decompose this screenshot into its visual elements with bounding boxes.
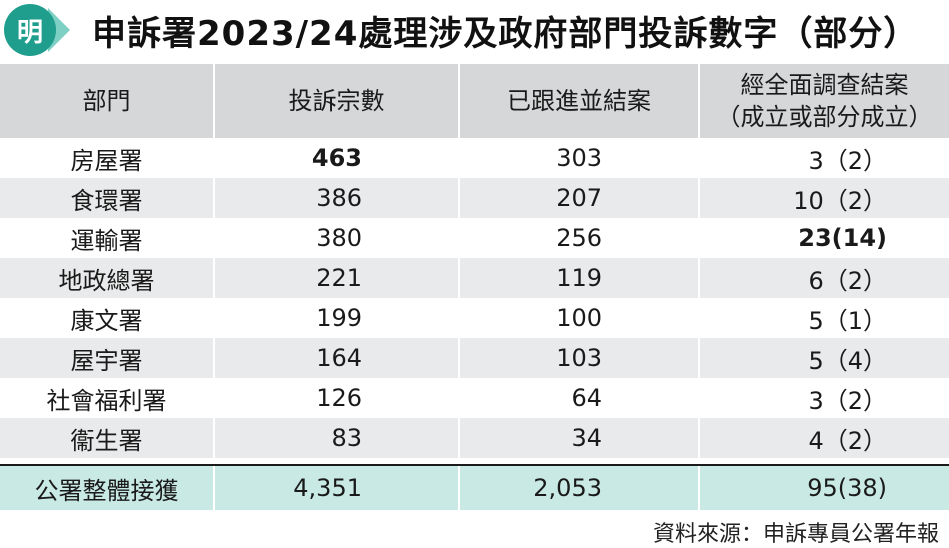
cell-closed: 34 — [460, 418, 700, 458]
cell-investigated: 6（2） — [808, 266, 887, 295]
complaints-table: 部門 投訴宗數 已跟進並結案 經全面調查結案 （成立或部分成立） 房屋署 463… — [0, 64, 949, 510]
total-complaints: 4,351 — [215, 466, 460, 510]
cell-department: 地政總署 — [0, 258, 215, 298]
total-investigated: 95(38) — [807, 474, 887, 502]
cell-department: 衞生署 — [0, 418, 215, 458]
source-note: 資料來源：申訴專員公署年報 — [652, 522, 939, 547]
table-row: 運輸署 380 256 23(14) — [0, 218, 949, 258]
cell-complaints: 380 — [215, 218, 460, 258]
cell-investigated: 23(14) — [798, 224, 887, 252]
header-complaints: 投訴宗數 — [215, 64, 460, 138]
table-header-row: 部門 投訴宗數 已跟進並結案 經全面調查結案 （成立或部分成立） — [0, 64, 949, 138]
table-row: 社會福利署 126 64 3（2） — [0, 378, 949, 418]
header-investigated-line1: 經全面調查結案 — [740, 71, 909, 99]
cell-closed: 256 — [460, 218, 700, 258]
cell-complaints: 386 — [215, 178, 460, 218]
cell-department: 運輸署 — [0, 218, 215, 258]
cell-investigated: 3（2） — [808, 146, 887, 175]
cell-closed: 303 — [460, 138, 700, 178]
cell-department: 房屋署 — [0, 138, 215, 178]
cell-department: 屋宇署 — [0, 338, 215, 378]
header-investigated: 經全面調查結案 （成立或部分成立） — [700, 64, 949, 138]
table-row: 地政總署 221 119 6（2） — [0, 258, 949, 298]
total-department: 公署整體接獲 — [0, 466, 215, 510]
table-total-row: 公署整體接獲 4,351 2,053 95(38) — [0, 464, 949, 510]
cell-department: 食環署 — [0, 178, 215, 218]
cell-investigated: 4（2） — [808, 426, 887, 455]
cell-investigated: 10（2） — [793, 186, 887, 215]
table-row: 屋宇署 164 103 5（4） — [0, 338, 949, 378]
cell-complaints: 164 — [215, 338, 460, 378]
header-closed: 已跟進並結案 — [460, 64, 700, 138]
page-title: 申訴署2023/24處理涉及政府部門投訴數字（部分） — [92, 14, 919, 54]
table-row: 衞生署 83 34 4（2） — [0, 418, 949, 458]
cell-complaints: 126 — [215, 378, 460, 418]
logo: 明 — [4, 4, 56, 56]
cell-closed: 207 — [460, 178, 700, 218]
cell-investigated: 5（4） — [808, 346, 887, 375]
cell-closed: 100 — [460, 298, 700, 338]
cell-closed: 119 — [460, 258, 700, 298]
table-row: 房屋署 463 303 3（2） — [0, 138, 949, 178]
cell-department: 社會福利署 — [0, 378, 215, 418]
title-bar: 明 申訴署2023/24處理涉及政府部門投訴數字（部分） — [0, 0, 949, 62]
total-closed: 2,053 — [460, 466, 700, 510]
cell-complaints: 463 — [215, 138, 460, 178]
cell-department: 康文署 — [0, 298, 215, 338]
cell-closed: 64 — [460, 378, 700, 418]
header-investigated-line2: （成立或部分成立） — [716, 103, 933, 131]
cell-investigated: 3（2） — [808, 386, 887, 415]
cell-complaints: 199 — [215, 298, 460, 338]
table-row: 康文署 199 100 5（1） — [0, 298, 949, 338]
cell-complaints: 83 — [215, 418, 460, 458]
table-row: 食環署 386 207 10（2） — [0, 178, 949, 218]
cell-investigated: 5（1） — [808, 306, 887, 335]
cell-closed: 103 — [460, 338, 700, 378]
cell-complaints: 221 — [215, 258, 460, 298]
header-department: 部門 — [0, 64, 215, 138]
